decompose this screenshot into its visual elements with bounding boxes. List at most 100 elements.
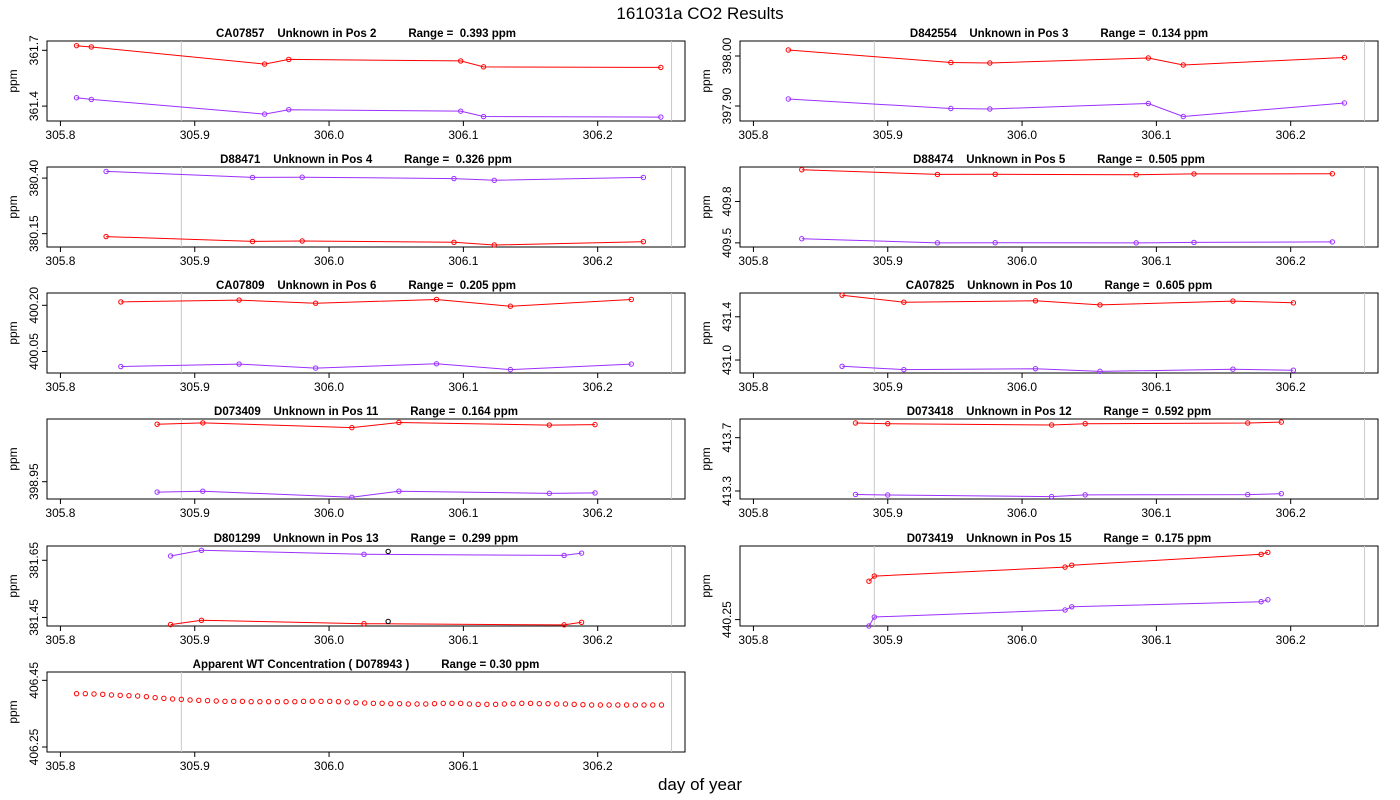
data-point	[484, 701, 490, 708]
data-point	[213, 698, 219, 704]
data-point	[1329, 171, 1336, 177]
data-point	[433, 296, 440, 303]
data-point	[299, 174, 305, 180]
data-point	[1145, 55, 1152, 61]
x-axis-label: day of year	[657, 775, 743, 794]
y-tick-label: 398.95	[27, 463, 41, 500]
series-line	[120, 363, 632, 371]
series-line	[801, 238, 1333, 244]
chart-panel-6: CA07825 Unknown in Pos 10 Range = 0.605 …	[699, 280, 1379, 394]
data-point	[451, 175, 457, 182]
data-point	[561, 552, 567, 559]
x-tick-label: 305.9	[873, 633, 903, 647]
y-axis-label: ppm	[6, 574, 20, 597]
y-axis-label: ppm	[6, 321, 20, 344]
data-point	[1191, 239, 1197, 246]
x-tick-label: 306.2	[1276, 128, 1306, 142]
data-point	[1032, 298, 1039, 304]
y-axis-label: ppm	[6, 700, 20, 723]
data-point	[396, 488, 402, 494]
x-tick-label: 306.1	[448, 633, 478, 647]
data-point	[167, 553, 174, 559]
data-point	[388, 700, 394, 707]
series-line	[106, 236, 644, 246]
data-point	[274, 698, 281, 705]
y-tick-label: 400.05	[27, 333, 41, 370]
panel-title: CA07857 Unknown in Pos 2 Range = 0.393 p…	[216, 28, 516, 40]
data-point	[1265, 549, 1271, 556]
series-line	[842, 365, 1294, 372]
data-point	[640, 174, 647, 181]
y-tick-label: 400.20	[27, 287, 41, 324]
data-point	[1341, 54, 1348, 61]
data-point	[118, 299, 124, 305]
data-point	[396, 419, 402, 426]
data-point	[198, 547, 205, 553]
x-tick-label: 306.2	[583, 128, 613, 142]
data-point	[501, 701, 508, 707]
x-tick-label: 306.0	[1007, 633, 1037, 647]
data-point	[167, 621, 174, 628]
y-tick-label: 409.8	[720, 186, 734, 216]
data-point	[1097, 368, 1103, 375]
data-point	[126, 692, 132, 699]
y-tick-label: 361.7	[27, 35, 41, 65]
series-line	[868, 599, 1269, 627]
y-tick-label: 397.90	[720, 87, 734, 124]
data-point	[299, 238, 305, 244]
plot-frame	[46, 292, 686, 374]
x-tick-label: 306.2	[583, 633, 613, 647]
data-point	[1230, 366, 1236, 372]
x-tick-label: 306.2	[1276, 506, 1306, 520]
x-tick-label: 306.2	[1276, 254, 1306, 268]
data-point	[1062, 607, 1068, 613]
plot-frame	[46, 545, 686, 627]
data-point	[1329, 239, 1336, 245]
data-point	[73, 690, 80, 697]
x-tick-label: 305.9	[180, 128, 210, 142]
data-point	[88, 44, 95, 50]
x-tick-label: 306.1	[448, 380, 478, 394]
x-tick-label: 305.8	[45, 380, 75, 394]
series-upper	[103, 168, 647, 184]
series-upper	[785, 47, 1348, 68]
data-point	[1290, 300, 1297, 306]
data-point	[1180, 113, 1186, 120]
data-point	[1032, 365, 1039, 372]
plot-frame	[739, 40, 1379, 122]
data-point	[839, 292, 845, 298]
series-line	[788, 98, 1345, 118]
chart-panel-4: D88474 Unknown in Pos 5 Range = 0.505 pp…	[699, 154, 1379, 268]
chart-panel-3: D88471 Unknown in Pos 4 Range = 0.326 pp…	[6, 154, 686, 268]
data-point	[885, 492, 891, 498]
data-point	[370, 700, 377, 707]
x-tick-label: 305.8	[45, 759, 75, 773]
data-point	[222, 698, 228, 705]
series-line	[120, 298, 632, 307]
data-point	[261, 61, 268, 67]
series-line	[170, 549, 582, 557]
series-line	[842, 294, 1294, 306]
series-WT	[73, 690, 665, 708]
data-point	[265, 698, 272, 705]
x-tick-label: 305.9	[180, 506, 210, 520]
y-axis-label: ppm	[699, 195, 713, 218]
data-point	[1245, 420, 1251, 426]
data-point	[871, 573, 878, 579]
data-point	[866, 578, 872, 584]
series-line	[76, 97, 661, 118]
data-point	[588, 702, 595, 708]
data-point	[839, 363, 845, 369]
data-point	[1048, 422, 1055, 428]
x-tick-label: 305.8	[738, 380, 768, 394]
data-point	[519, 700, 525, 707]
data-point	[196, 697, 202, 704]
data-point	[554, 701, 560, 707]
data-point	[507, 366, 514, 373]
data-point	[1082, 492, 1088, 498]
data-point	[466, 701, 473, 707]
panel-title: D073418 Unknown in Pos 12 Range = 0.592 …	[907, 406, 1212, 418]
chart-panel-10: D073419 Unknown in Pos 15 Range = 0.175 …	[699, 533, 1379, 647]
panel-title: D88471 Unknown in Pos 4 Range = 0.326 pp…	[220, 154, 512, 166]
data-point	[257, 698, 263, 705]
